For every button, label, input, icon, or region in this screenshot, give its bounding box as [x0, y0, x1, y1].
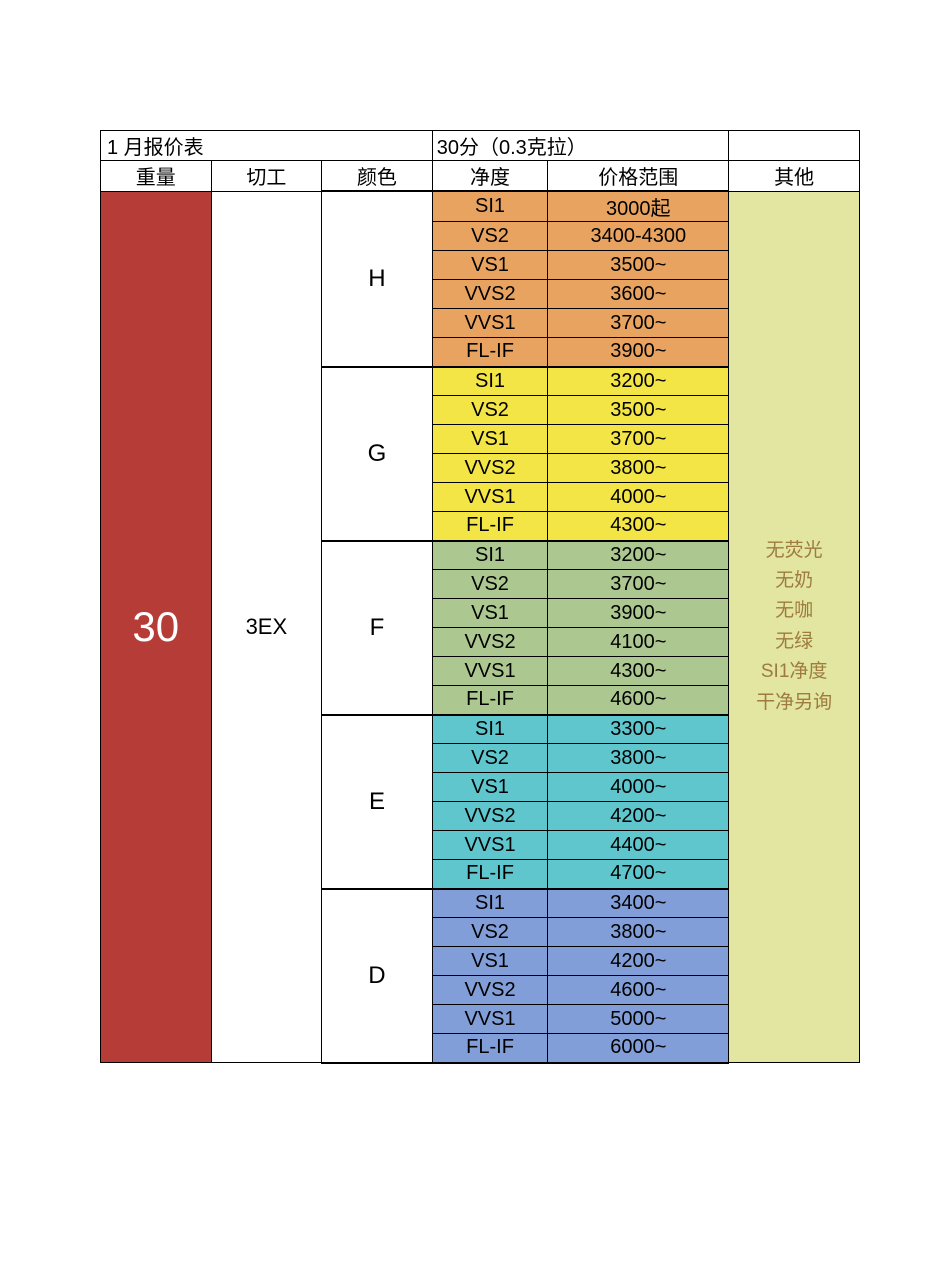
color-cell: F	[322, 541, 433, 715]
clarity-cell: VS2	[432, 396, 548, 425]
price-cell: 3200~	[548, 541, 729, 570]
price-cell: 3500~	[548, 396, 729, 425]
clarity-cell: VVS1	[432, 657, 548, 686]
title-spec: 30分（0.3克拉）	[432, 131, 729, 161]
notes-line: 无奶	[729, 566, 859, 596]
cut-cell: 3EX	[211, 191, 322, 1063]
price-cell: 3800~	[548, 454, 729, 483]
price-cell: 4700~	[548, 860, 729, 889]
clarity-cell: VS1	[432, 599, 548, 628]
title-left: 1 月报价表	[101, 131, 433, 161]
price-cell: 3200~	[548, 367, 729, 396]
price-cell: 4000~	[548, 483, 729, 512]
price-cell: 3700~	[548, 309, 729, 338]
price-cell: 3800~	[548, 744, 729, 773]
clarity-cell: FL-IF	[432, 1034, 548, 1063]
clarity-cell: VVS2	[432, 628, 548, 657]
clarity-cell: VS1	[432, 773, 548, 802]
hdr-color: 颜色	[322, 161, 433, 192]
price-cell: 3400-4300	[548, 222, 729, 251]
hdr-weight: 重量	[101, 161, 212, 192]
price-cell: 4400~	[548, 831, 729, 860]
clarity-cell: FL-IF	[432, 860, 548, 889]
clarity-cell: FL-IF	[432, 338, 548, 367]
clarity-cell: SI1	[432, 889, 548, 918]
clarity-cell: VS2	[432, 222, 548, 251]
notes-line: 无荧光	[729, 536, 859, 566]
clarity-cell: VS1	[432, 947, 548, 976]
color-cell: D	[322, 889, 433, 1063]
clarity-cell: VVS2	[432, 454, 548, 483]
clarity-cell: VVS1	[432, 309, 548, 338]
price-cell: 3700~	[548, 570, 729, 599]
price-cell: 4600~	[548, 686, 729, 715]
price-cell: 3300~	[548, 715, 729, 744]
hdr-price: 价格范围	[548, 161, 729, 192]
price-cell: 4000~	[548, 773, 729, 802]
clarity-cell: VVS2	[432, 802, 548, 831]
price-cell: 3600~	[548, 280, 729, 309]
notes-line: 无咖	[729, 596, 859, 626]
weight-cell: 30	[101, 191, 212, 1063]
price-cell: 3900~	[548, 338, 729, 367]
clarity-cell: VS2	[432, 918, 548, 947]
price-cell: 3700~	[548, 425, 729, 454]
price-cell: 4600~	[548, 976, 729, 1005]
price-cell: 4200~	[548, 802, 729, 831]
clarity-cell: VVS1	[432, 483, 548, 512]
price-cell: 4200~	[548, 947, 729, 976]
hdr-other: 其他	[729, 161, 860, 192]
clarity-cell: VS1	[432, 251, 548, 280]
price-cell: 4300~	[548, 657, 729, 686]
clarity-cell: FL-IF	[432, 686, 548, 715]
clarity-cell: VVS2	[432, 280, 548, 309]
clarity-cell: VVS1	[432, 1005, 548, 1034]
hdr-clarity: 净度	[432, 161, 548, 192]
color-cell: H	[322, 191, 433, 367]
title-blank	[729, 131, 860, 161]
clarity-cell: SI1	[432, 191, 548, 222]
table-row: 303EXHSI13000起无荧光无奶无咖无绿SI1净度干净另询	[101, 191, 860, 222]
price-cell: 4300~	[548, 512, 729, 541]
price-cell: 3400~	[548, 889, 729, 918]
price-cell: 3000起	[548, 191, 729, 222]
clarity-cell: VS1	[432, 425, 548, 454]
clarity-cell: SI1	[432, 541, 548, 570]
notes-line: 无绿	[729, 627, 859, 657]
clarity-cell: FL-IF	[432, 512, 548, 541]
clarity-cell: SI1	[432, 367, 548, 396]
hdr-cut: 切工	[211, 161, 322, 192]
title-row: 1 月报价表 30分（0.3克拉）	[101, 131, 860, 161]
price-table: 1 月报价表 30分（0.3克拉） 重量 切工 颜色 净度 价格范围 其他 30…	[100, 130, 860, 1064]
price-cell: 3500~	[548, 251, 729, 280]
price-cell: 3900~	[548, 599, 729, 628]
price-cell: 5000~	[548, 1005, 729, 1034]
clarity-cell: VVS1	[432, 831, 548, 860]
color-cell: G	[322, 367, 433, 541]
header-row: 重量 切工 颜色 净度 价格范围 其他	[101, 161, 860, 192]
clarity-cell: VS2	[432, 744, 548, 773]
price-cell: 6000~	[548, 1034, 729, 1063]
clarity-cell: VS2	[432, 570, 548, 599]
price-cell: 3800~	[548, 918, 729, 947]
clarity-cell: VVS2	[432, 976, 548, 1005]
price-cell: 4100~	[548, 628, 729, 657]
clarity-cell: SI1	[432, 715, 548, 744]
color-cell: E	[322, 715, 433, 889]
notes-line: 干净另询	[729, 688, 859, 718]
notes-line: SI1净度	[729, 657, 859, 687]
notes-cell: 无荧光无奶无咖无绿SI1净度干净另询	[729, 191, 860, 1063]
